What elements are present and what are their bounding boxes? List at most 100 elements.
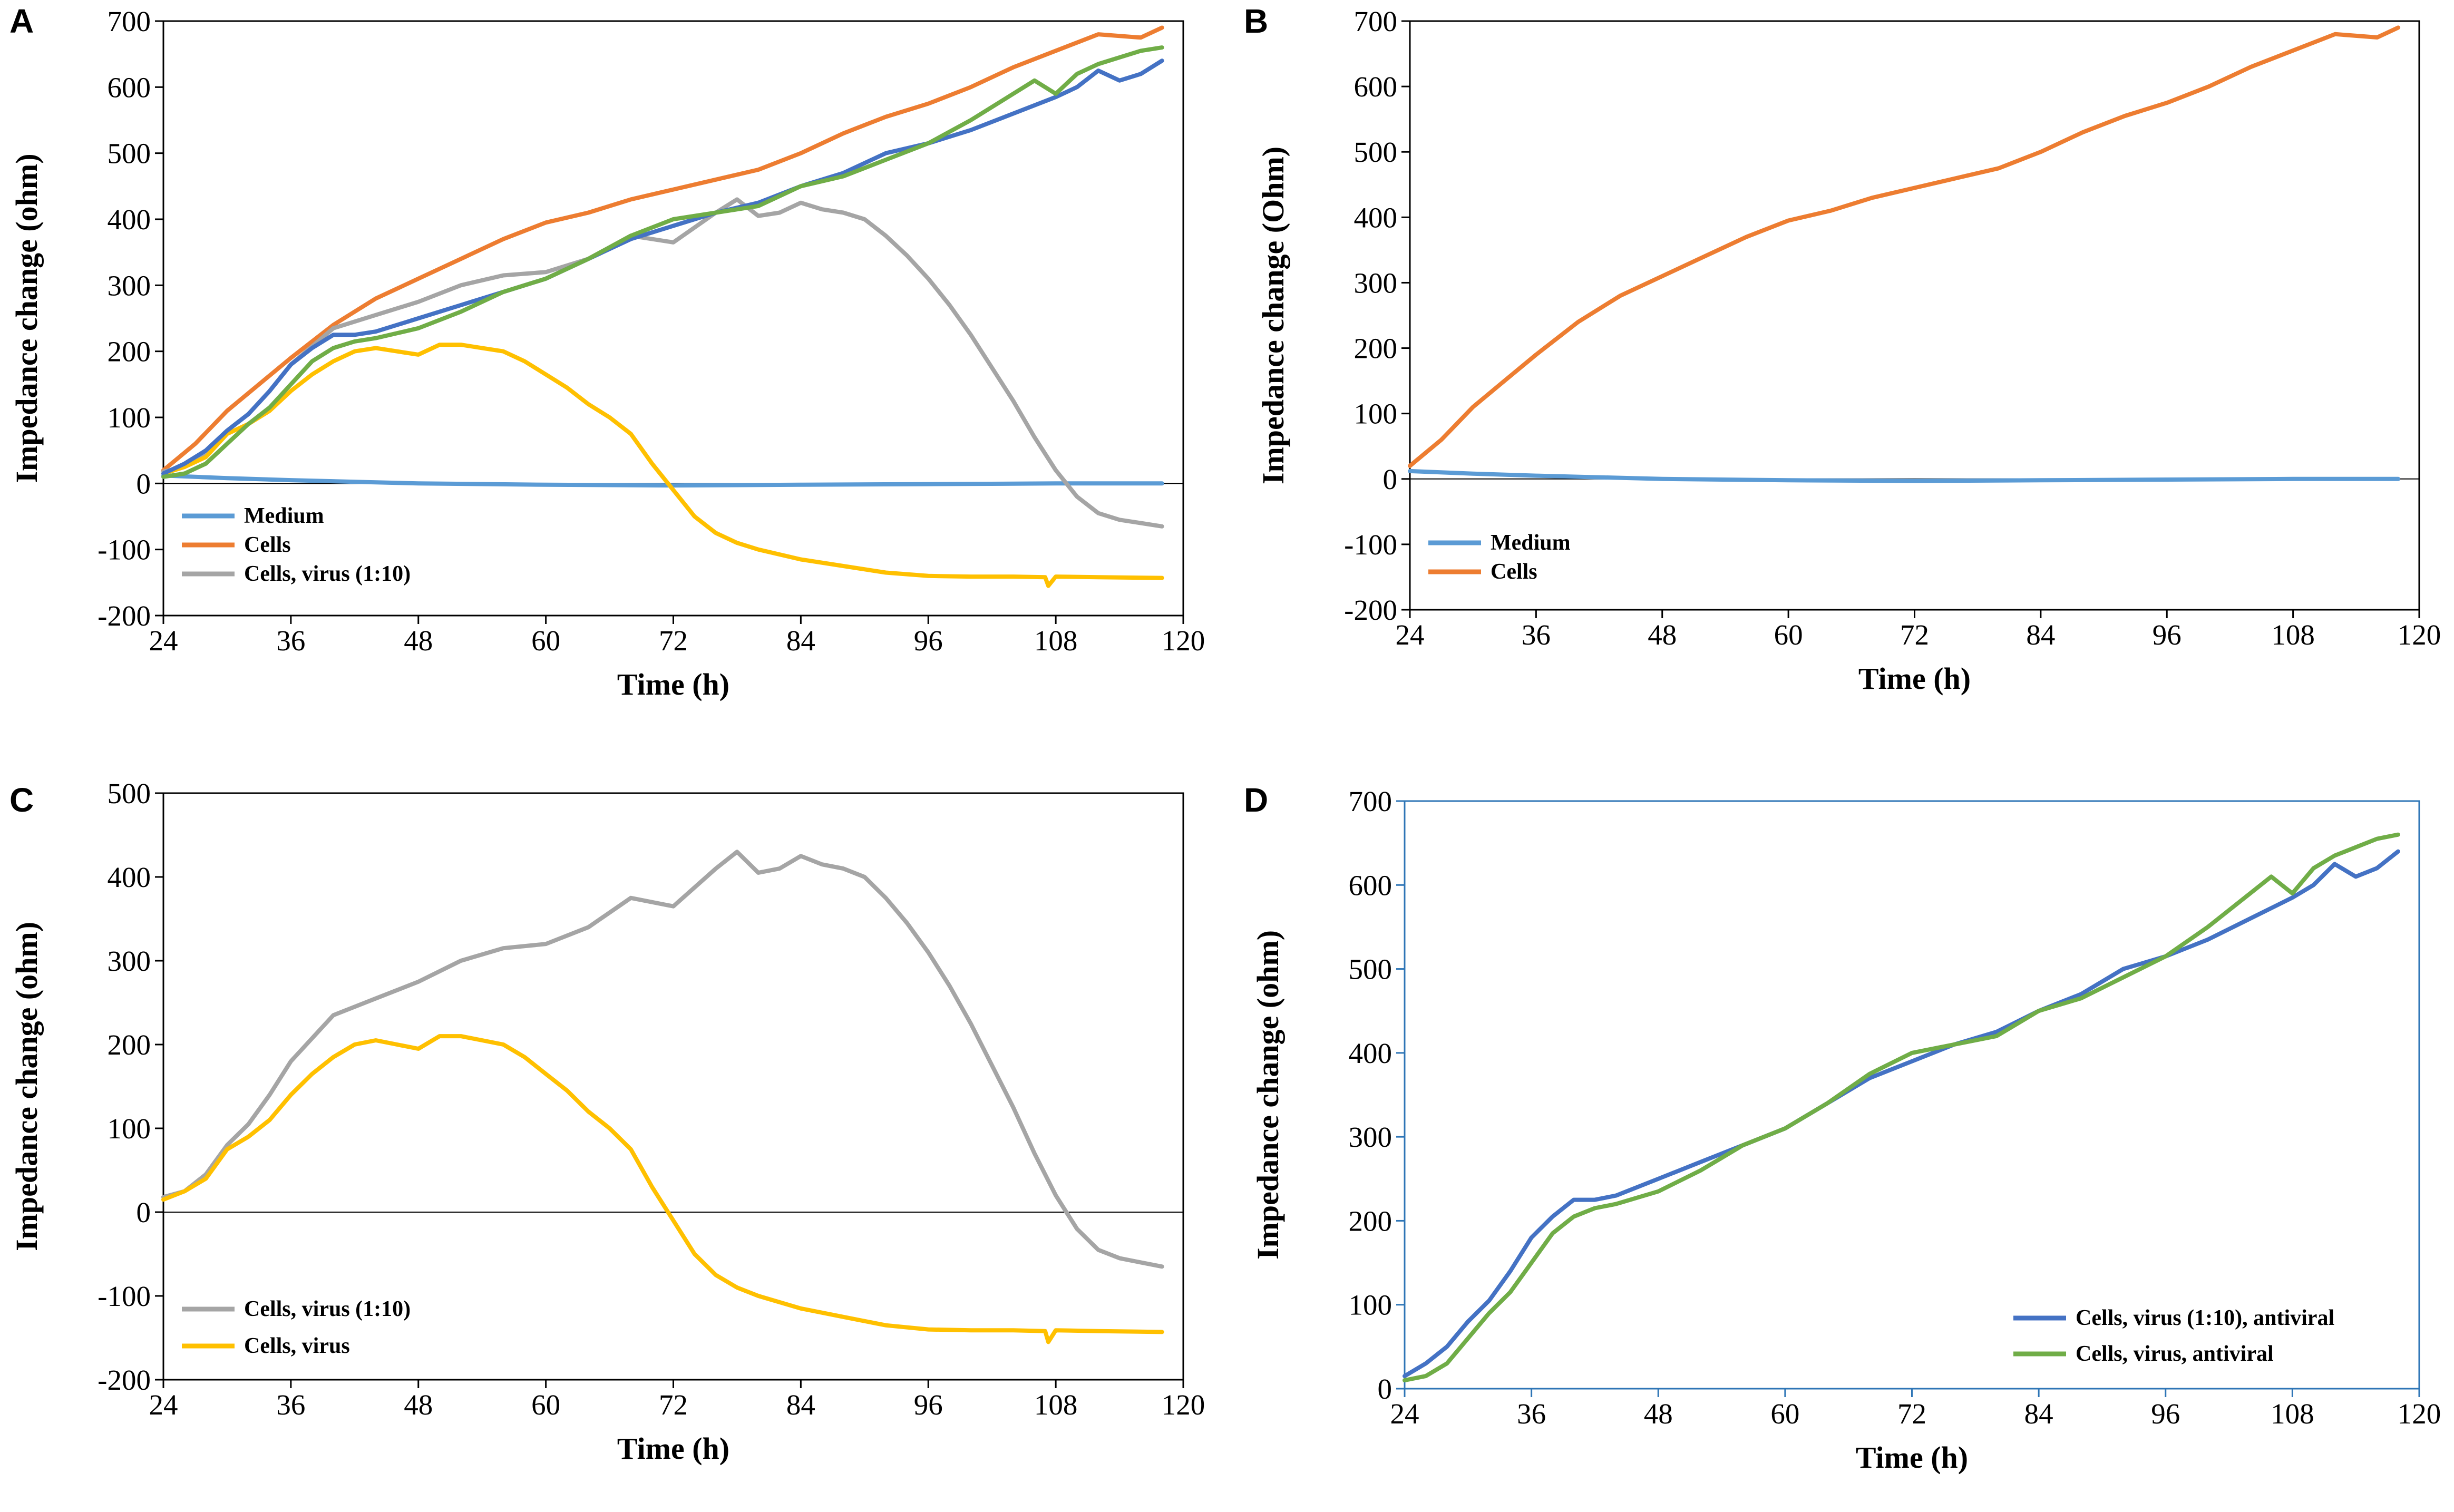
x-tick-label: 84 bbox=[2026, 619, 2055, 651]
legend-label: Medium bbox=[1491, 531, 1571, 555]
series-line-medium bbox=[1408, 469, 2401, 483]
series-line-cells-virus-1-10 bbox=[161, 850, 1164, 1269]
series-line-cells-virus-1-10-antiviral bbox=[1403, 849, 2400, 1379]
x-axis-title: Time (h) bbox=[1856, 1440, 1968, 1475]
y-tick-label: 700 bbox=[1349, 785, 1392, 817]
y-tick-label: 400 bbox=[108, 203, 151, 236]
x-tick-label: 48 bbox=[1644, 1398, 1673, 1430]
y-tick-label: 200 bbox=[108, 336, 151, 368]
x-tick-label: 84 bbox=[786, 1389, 815, 1421]
series-line-cells-virus bbox=[161, 343, 1164, 588]
legend-label: Cells bbox=[1491, 560, 1537, 584]
y-tick-label: 100 bbox=[1354, 398, 1398, 430]
y-tick-label: 400 bbox=[108, 861, 151, 893]
x-tick-label: 60 bbox=[531, 1389, 560, 1421]
x-tick-label: 48 bbox=[404, 1389, 433, 1421]
x-tick-label: 36 bbox=[276, 625, 305, 657]
y-tick-label: 700 bbox=[108, 5, 151, 37]
x-tick-label: 96 bbox=[2153, 619, 2182, 651]
x-tick-label: 120 bbox=[2398, 1398, 2441, 1430]
legend-label: Cells bbox=[244, 533, 291, 557]
panel-d: D 24 36 48 60 72 84 96 108 120 0 100 200 300 400 500 600… bbox=[1244, 781, 2441, 1475]
x-tick-label: 36 bbox=[1522, 619, 1551, 651]
y-tick-label: -200 bbox=[98, 1364, 151, 1396]
panel-c: C 24 36 48 60 72 84 96 108 120 -200 -100 0 100 200 300 4… bbox=[9, 777, 1205, 1466]
plot-frame bbox=[1404, 800, 2420, 1390]
x-tick-label: 72 bbox=[1897, 1398, 1926, 1430]
x-tick-label: 72 bbox=[659, 1389, 688, 1421]
y-tick-label: 200 bbox=[1354, 333, 1398, 365]
y-tick-label: 500 bbox=[1354, 136, 1398, 168]
x-axis-title: Time (h) bbox=[617, 667, 729, 701]
y-tick-label: 600 bbox=[1349, 869, 1392, 901]
y-tick-label: 100 bbox=[1349, 1289, 1392, 1321]
series-line-cells-virus-antiviral bbox=[1403, 832, 2400, 1383]
panel-letter: B bbox=[1244, 2, 1268, 40]
y-tick-label: 0 bbox=[137, 1196, 151, 1228]
y-tick-label: -100 bbox=[98, 1280, 151, 1312]
y-tick-label: 300 bbox=[1349, 1121, 1392, 1153]
y-tick-label: 200 bbox=[108, 1029, 151, 1061]
series-line-cells bbox=[161, 25, 1164, 473]
legend: Cells, virus (1:10) Cells, virus bbox=[182, 1297, 411, 1358]
x-axis-title: Time (h) bbox=[617, 1431, 729, 1466]
x-tick-label: 24 bbox=[149, 625, 178, 657]
x-tick-label: 120 bbox=[1162, 1389, 1205, 1421]
x-tick-label: 60 bbox=[1774, 619, 1803, 651]
x-tick-label: 60 bbox=[531, 625, 560, 657]
y-tick-label: 400 bbox=[1354, 201, 1398, 233]
panel-b: B 24 36 48 60 72 84 96 108 120 -200 -100 0 100 200 300 4… bbox=[1244, 2, 2441, 696]
y-axis-title: Impedance change (ohm) bbox=[9, 922, 44, 1251]
x-tick-label: 84 bbox=[786, 625, 815, 657]
series-line-cells-virus-antiviral bbox=[161, 45, 1164, 479]
x-tick-label: 24 bbox=[1390, 1398, 1419, 1430]
y-tick-label: 200 bbox=[1349, 1205, 1392, 1237]
x-tick-label: 108 bbox=[1034, 1389, 1078, 1421]
y-tick-label: 300 bbox=[108, 269, 151, 301]
y-tick-label: 100 bbox=[108, 1113, 151, 1145]
x-tick-label: 60 bbox=[1770, 1398, 1799, 1430]
y-tick-label: 300 bbox=[1354, 267, 1398, 299]
x-tick-label: 84 bbox=[2024, 1398, 2053, 1430]
series-line-cells-virus bbox=[161, 1034, 1164, 1344]
plot-frame bbox=[162, 792, 1184, 1381]
y-tick-label: 600 bbox=[108, 71, 151, 103]
y-axis-title: Impedance change (Ohm) bbox=[1256, 147, 1290, 484]
panel-letter: C bbox=[9, 781, 34, 819]
legend-label: Cells, virus bbox=[244, 1334, 350, 1358]
x-tick-label: 72 bbox=[1900, 619, 1929, 651]
y-tick-label: 600 bbox=[1354, 71, 1398, 103]
series-line-medium bbox=[161, 473, 1164, 488]
series-line-cells bbox=[1408, 25, 2401, 468]
x-tick-label: 36 bbox=[1517, 1398, 1546, 1430]
x-tick-label: 36 bbox=[276, 1389, 305, 1421]
x-tick-label: 24 bbox=[1396, 619, 1425, 651]
legend-label: Medium bbox=[244, 504, 324, 528]
y-tick-label: 700 bbox=[1354, 5, 1398, 37]
x-tick-label: 96 bbox=[914, 625, 943, 657]
y-tick-label: 0 bbox=[137, 467, 151, 500]
panel-letter: D bbox=[1244, 781, 1268, 819]
y-tick-label: 500 bbox=[1349, 953, 1392, 986]
y-tick-label: -200 bbox=[98, 600, 151, 632]
x-tick-label: 72 bbox=[659, 625, 688, 657]
x-tick-label: 48 bbox=[404, 625, 433, 657]
x-axis-title: Time (h) bbox=[1858, 661, 1971, 696]
plot-frame bbox=[1409, 20, 2420, 611]
y-tick-label: 500 bbox=[108, 777, 151, 809]
legend: Medium Cells Cells, virus (1:10) bbox=[182, 504, 411, 586]
x-tick-label: 108 bbox=[2271, 1398, 2314, 1430]
legend-label: Cells, virus (1:10) bbox=[244, 562, 411, 586]
y-axis-title: Impedance change (ohm) bbox=[9, 153, 44, 483]
legend-label: Cells, virus (1:10), antiviral bbox=[2076, 1306, 2334, 1330]
y-tick-label: -100 bbox=[98, 534, 151, 566]
x-tick-label: 120 bbox=[2398, 619, 2441, 651]
legend: Medium Cells bbox=[1428, 531, 1571, 584]
x-tick-label: 108 bbox=[1034, 625, 1078, 657]
legend-label: Cells, virus (1:10) bbox=[244, 1297, 411, 1321]
x-tick-label: 120 bbox=[1162, 625, 1205, 657]
y-tick-label: -200 bbox=[1344, 594, 1397, 626]
y-tick-label: 100 bbox=[108, 402, 151, 434]
y-tick-label: 500 bbox=[108, 138, 151, 170]
